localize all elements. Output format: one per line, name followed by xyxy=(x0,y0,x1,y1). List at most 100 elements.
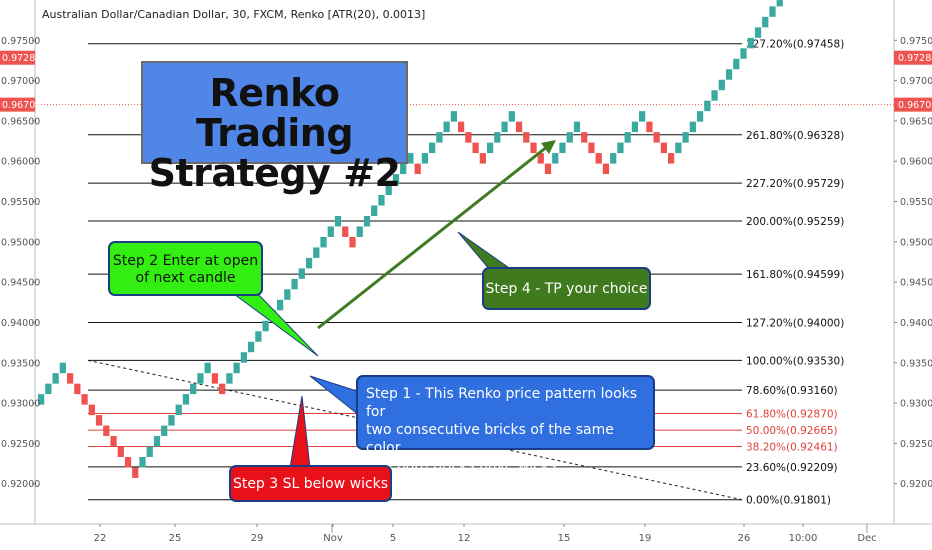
renko-brick-up xyxy=(255,331,262,342)
renko-brick-up xyxy=(617,142,624,154)
renko-brick-up xyxy=(443,121,450,133)
renko-brick-down xyxy=(465,132,472,143)
renko-brick-up xyxy=(378,195,385,206)
renko-brick-up xyxy=(363,215,371,227)
current-price-tag-right xyxy=(894,50,932,65)
fib-level-label: 227.20%(0.95729) xyxy=(746,178,844,190)
fib-level-label: 61.80%(0.92870) xyxy=(746,409,838,421)
renko-brick-up xyxy=(711,90,718,101)
y-tick-label-right: 0.94500 xyxy=(900,278,932,289)
y-tick-label-left: 0.93000 xyxy=(1,399,40,410)
renko-brick-up xyxy=(689,121,696,133)
renko-brick-up xyxy=(305,257,313,269)
renko-brick-up xyxy=(334,215,342,227)
fib-level-label: 100.00%(0.93530) xyxy=(746,355,844,367)
step1-callout: Step 1 - This Renko price pattern looks … xyxy=(356,375,655,474)
y-tick-label-left: 0.94000 xyxy=(1,318,40,329)
renko-brick-up xyxy=(508,111,515,122)
y-tick-label-left: 0.96500 xyxy=(1,116,40,127)
strategy-title-line-1: Renko Trading xyxy=(195,71,354,155)
renko-brick-down xyxy=(458,121,465,133)
renko-brick-up xyxy=(407,153,414,164)
renko-brick-down xyxy=(544,163,552,175)
renko-brick-up xyxy=(190,383,197,395)
renko-brick-up xyxy=(146,446,153,458)
renko-brick-up xyxy=(385,184,392,196)
renko-brick-down xyxy=(537,153,544,164)
renko-brick-up xyxy=(436,132,443,143)
strategy-title-line-2: Strategy #2 xyxy=(148,151,401,195)
renko-brick-down xyxy=(660,142,667,154)
fib-level-label: 327.20%(0.97458) xyxy=(746,39,844,51)
renko-brick-up xyxy=(356,226,363,237)
renko-brick-up xyxy=(675,142,682,154)
renko-brick-up xyxy=(486,142,494,154)
y-tick-label-right: 0.92500 xyxy=(900,439,932,450)
renko-brick-down xyxy=(74,383,81,395)
y-tick-label-right: 0.92000 xyxy=(900,479,932,490)
step2-line-2: of next candle xyxy=(135,270,236,286)
renko-brick-up xyxy=(168,415,175,426)
fib-level-label: 200.00%(0.95259) xyxy=(746,216,844,228)
fib-level-label: 261.80%(0.96328) xyxy=(746,130,844,142)
y-tick-label-right: 0.94000 xyxy=(900,318,932,329)
y-tick-label-left: 0.92500 xyxy=(1,439,40,450)
step2-callout: Step 2 Enter at open of next candle xyxy=(108,241,263,296)
renko-brick-down xyxy=(124,457,132,468)
renko-brick-down xyxy=(595,153,602,164)
fib-level-label: 23.60%(0.92209) xyxy=(746,462,838,474)
y-tick-label-left: 0.95000 xyxy=(1,237,40,248)
renko-brick-down xyxy=(219,383,226,395)
renko-brick-down xyxy=(479,153,486,164)
x-tick-label: 19 xyxy=(639,533,652,544)
y-tick-label-right: 0.93500 xyxy=(900,358,932,369)
renko-brick-up xyxy=(175,404,182,416)
renko-brick-down xyxy=(472,142,479,154)
y-tick-label-right: 0.97000 xyxy=(900,76,932,87)
renko-brick-up xyxy=(639,111,646,122)
marked-price-tag-right xyxy=(894,97,932,112)
y-tick-label-right: 0.95000 xyxy=(900,237,932,248)
renko-brick-down xyxy=(88,404,95,416)
renko-brick-up xyxy=(696,111,704,122)
x-tick-label: 12 xyxy=(458,533,471,544)
renko-brick-down xyxy=(515,121,523,133)
renko-brick-up xyxy=(327,226,334,237)
renko-brick-up xyxy=(298,268,305,279)
y-tick-label-left: 0.96000 xyxy=(1,157,40,168)
y-tick-label-left: 0.97000 xyxy=(1,76,40,87)
renko-bricks xyxy=(38,0,783,478)
marked-price-tag-right-text: 0.96702 xyxy=(898,100,932,111)
callout-arrows xyxy=(232,140,556,469)
renko-brick-up xyxy=(248,341,255,353)
renko-brick-up xyxy=(313,247,320,258)
step3-callout: Step 3 SL below wicks xyxy=(229,465,392,502)
renko-brick-up xyxy=(429,142,436,154)
marked-price-tag-left xyxy=(0,97,35,112)
renko-brick-up xyxy=(59,362,66,374)
renko-brick-up xyxy=(153,436,161,447)
x-tick-label: 5 xyxy=(390,533,396,544)
renko-brick-up xyxy=(262,320,269,332)
renko-brick-down xyxy=(132,467,139,478)
step1-line-3: and both bricks have wicks. xyxy=(366,458,561,474)
marked-price-tag-left-text: 0.96702 xyxy=(2,100,41,111)
renko-brick-up xyxy=(747,37,754,49)
current-price-tag-left-text: 0.97284 xyxy=(2,53,41,64)
renko-brick-up xyxy=(552,153,559,164)
renko-brick-up xyxy=(392,174,400,185)
renko-brick-up xyxy=(371,205,378,216)
y-tick-label-left: 0.94500 xyxy=(1,278,40,289)
renko-brick-down xyxy=(523,132,530,143)
current-price-tag-left xyxy=(0,50,35,65)
fib-level-label: 38.20%(0.92461) xyxy=(746,442,838,454)
renko-brick-down xyxy=(117,446,124,458)
renko-brick-down xyxy=(211,373,219,384)
renko-brick-up xyxy=(769,6,776,17)
renko-brick-up xyxy=(450,111,457,122)
renko-brick-up xyxy=(226,373,233,384)
renko-brick-down xyxy=(581,132,588,143)
x-tick-label: 15 xyxy=(558,533,571,544)
renko-brick-up xyxy=(276,299,284,311)
